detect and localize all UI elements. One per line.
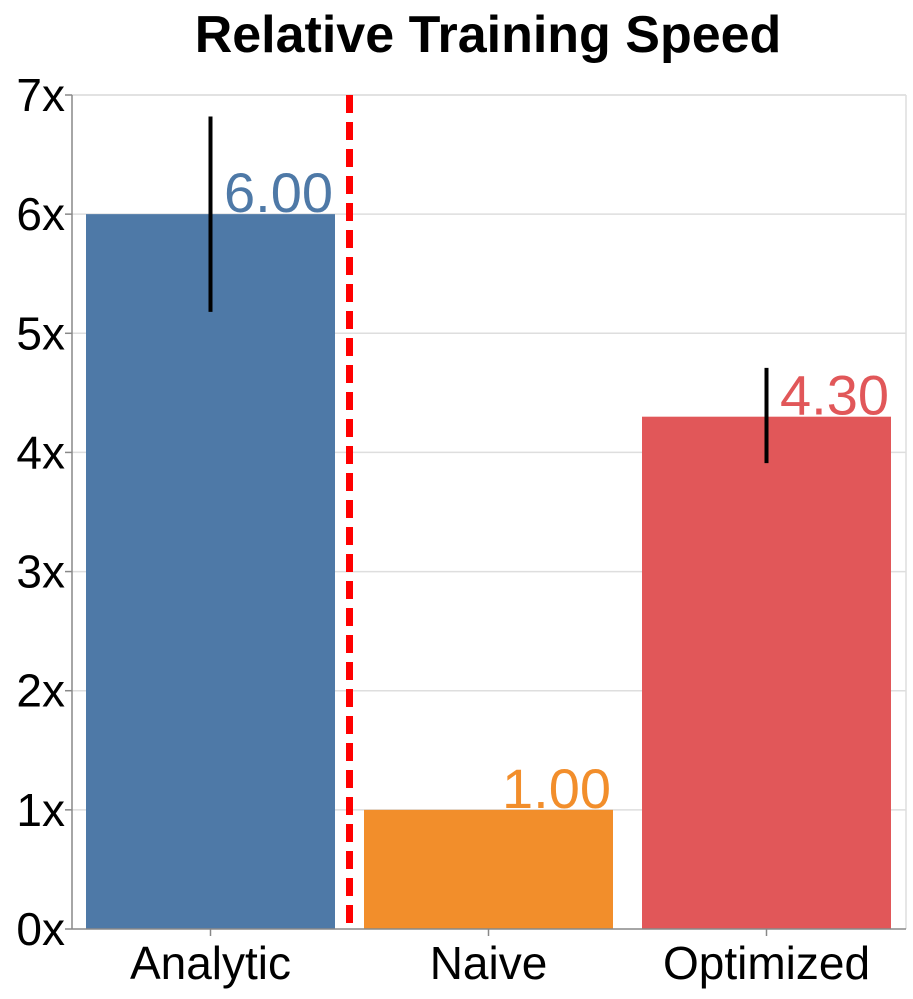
bar-optimized <box>642 416 891 930</box>
category-label-optimized: Optimized <box>663 937 870 989</box>
y-tick-label: 0x <box>16 903 65 955</box>
value-label-analytic: 6.00 <box>224 161 333 224</box>
bars <box>86 214 891 930</box>
y-tick-label: 3x <box>16 546 65 598</box>
y-tick-label: 5x <box>16 307 65 359</box>
y-tick-label: 7x <box>16 69 65 121</box>
value-label-naive: 1.00 <box>502 757 611 820</box>
bar-analytic <box>86 214 335 930</box>
y-tick-label: 4x <box>16 426 65 478</box>
y-tick-label: 1x <box>16 784 65 836</box>
bar-naive <box>364 809 613 929</box>
chart-title: Relative Training Speed <box>195 6 782 64</box>
y-tick-label: 6x <box>16 188 65 240</box>
error-bars <box>208 116 769 464</box>
value-labels: 6.00 1.00 4.30 <box>224 161 889 820</box>
category-label-analytic: Analytic <box>130 937 291 989</box>
axes: 0x 1x 2x 3x 4x 5x 6x 7x Analytic Naive Optimized <box>16 69 906 989</box>
y-tick-label: 2x <box>16 665 65 717</box>
category-label-naive: Naive <box>430 937 548 989</box>
value-label-optimized: 4.30 <box>780 364 889 427</box>
